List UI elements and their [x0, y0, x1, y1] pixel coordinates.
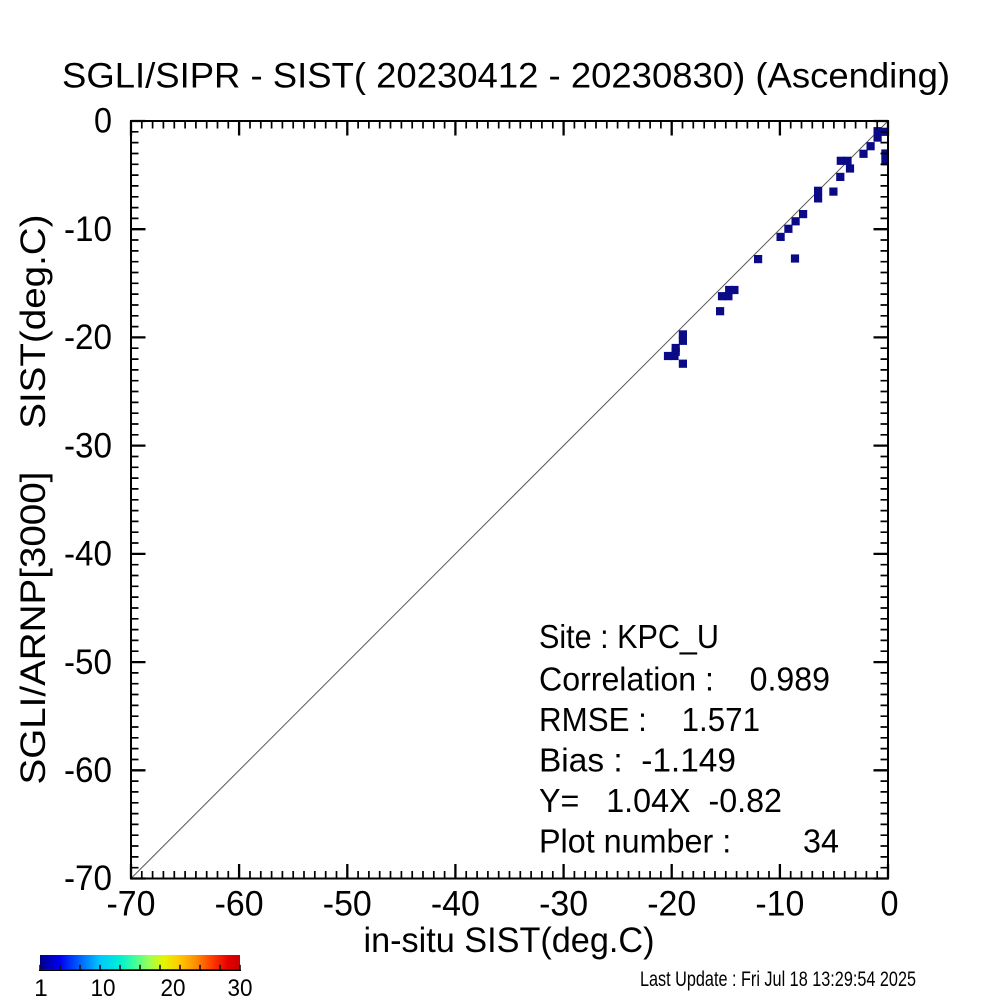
- svg-text:Bias : -1.149: Bias : -1.149: [539, 742, 736, 779]
- svg-text:30: 30: [228, 975, 253, 1000]
- svg-text:SGLI/ARNP[3000] SIST(deg.C): SGLI/ARNP[3000] SIST(deg.C): [14, 215, 53, 785]
- svg-text:0: 0: [881, 885, 899, 924]
- svg-text:-70: -70: [107, 885, 156, 924]
- svg-text:SGLI/SIPR - SIST( 20230412 - 2: SGLI/SIPR - SIST( 20230412 - 20230830) (…: [62, 57, 950, 96]
- svg-text:in-situ SIST(deg.C): in-situ SIST(deg.C): [364, 921, 655, 960]
- svg-text:-20: -20: [647, 885, 696, 924]
- svg-text:-30: -30: [64, 426, 112, 465]
- svg-text:-60: -60: [215, 885, 264, 924]
- svg-text:0: 0: [94, 102, 112, 141]
- svg-text:-50: -50: [64, 643, 112, 682]
- svg-text:-10: -10: [64, 210, 112, 249]
- svg-text:-40: -40: [431, 885, 480, 924]
- svg-text:1: 1: [34, 975, 48, 1000]
- svg-text:Correlation : 0.989: Correlation : 0.989: [539, 661, 830, 698]
- svg-text:RMSE : 1.571: RMSE : 1.571: [539, 701, 760, 738]
- svg-text:20: 20: [161, 975, 186, 1000]
- svg-text:-50: -50: [323, 885, 372, 924]
- svg-text:Y= 1.04X -0.82: Y= 1.04X -0.82: [539, 782, 782, 819]
- svg-text:-40: -40: [64, 535, 112, 574]
- svg-text:-20: -20: [64, 318, 112, 357]
- svg-text:10: 10: [91, 975, 116, 1000]
- svg-text:Plot number : 34: Plot number : 34: [539, 822, 839, 859]
- svg-text:-60: -60: [64, 751, 112, 790]
- svg-text:-30: -30: [539, 885, 588, 924]
- svg-text:-10: -10: [755, 885, 804, 924]
- svg-text:Site : KPC_U: Site : KPC_U: [539, 618, 719, 655]
- svg-text:Last Update : Fri Jul 18 13:29: Last Update : Fri Jul 18 13:29:54 2025: [640, 968, 916, 991]
- svg-text:-70: -70: [64, 859, 112, 898]
